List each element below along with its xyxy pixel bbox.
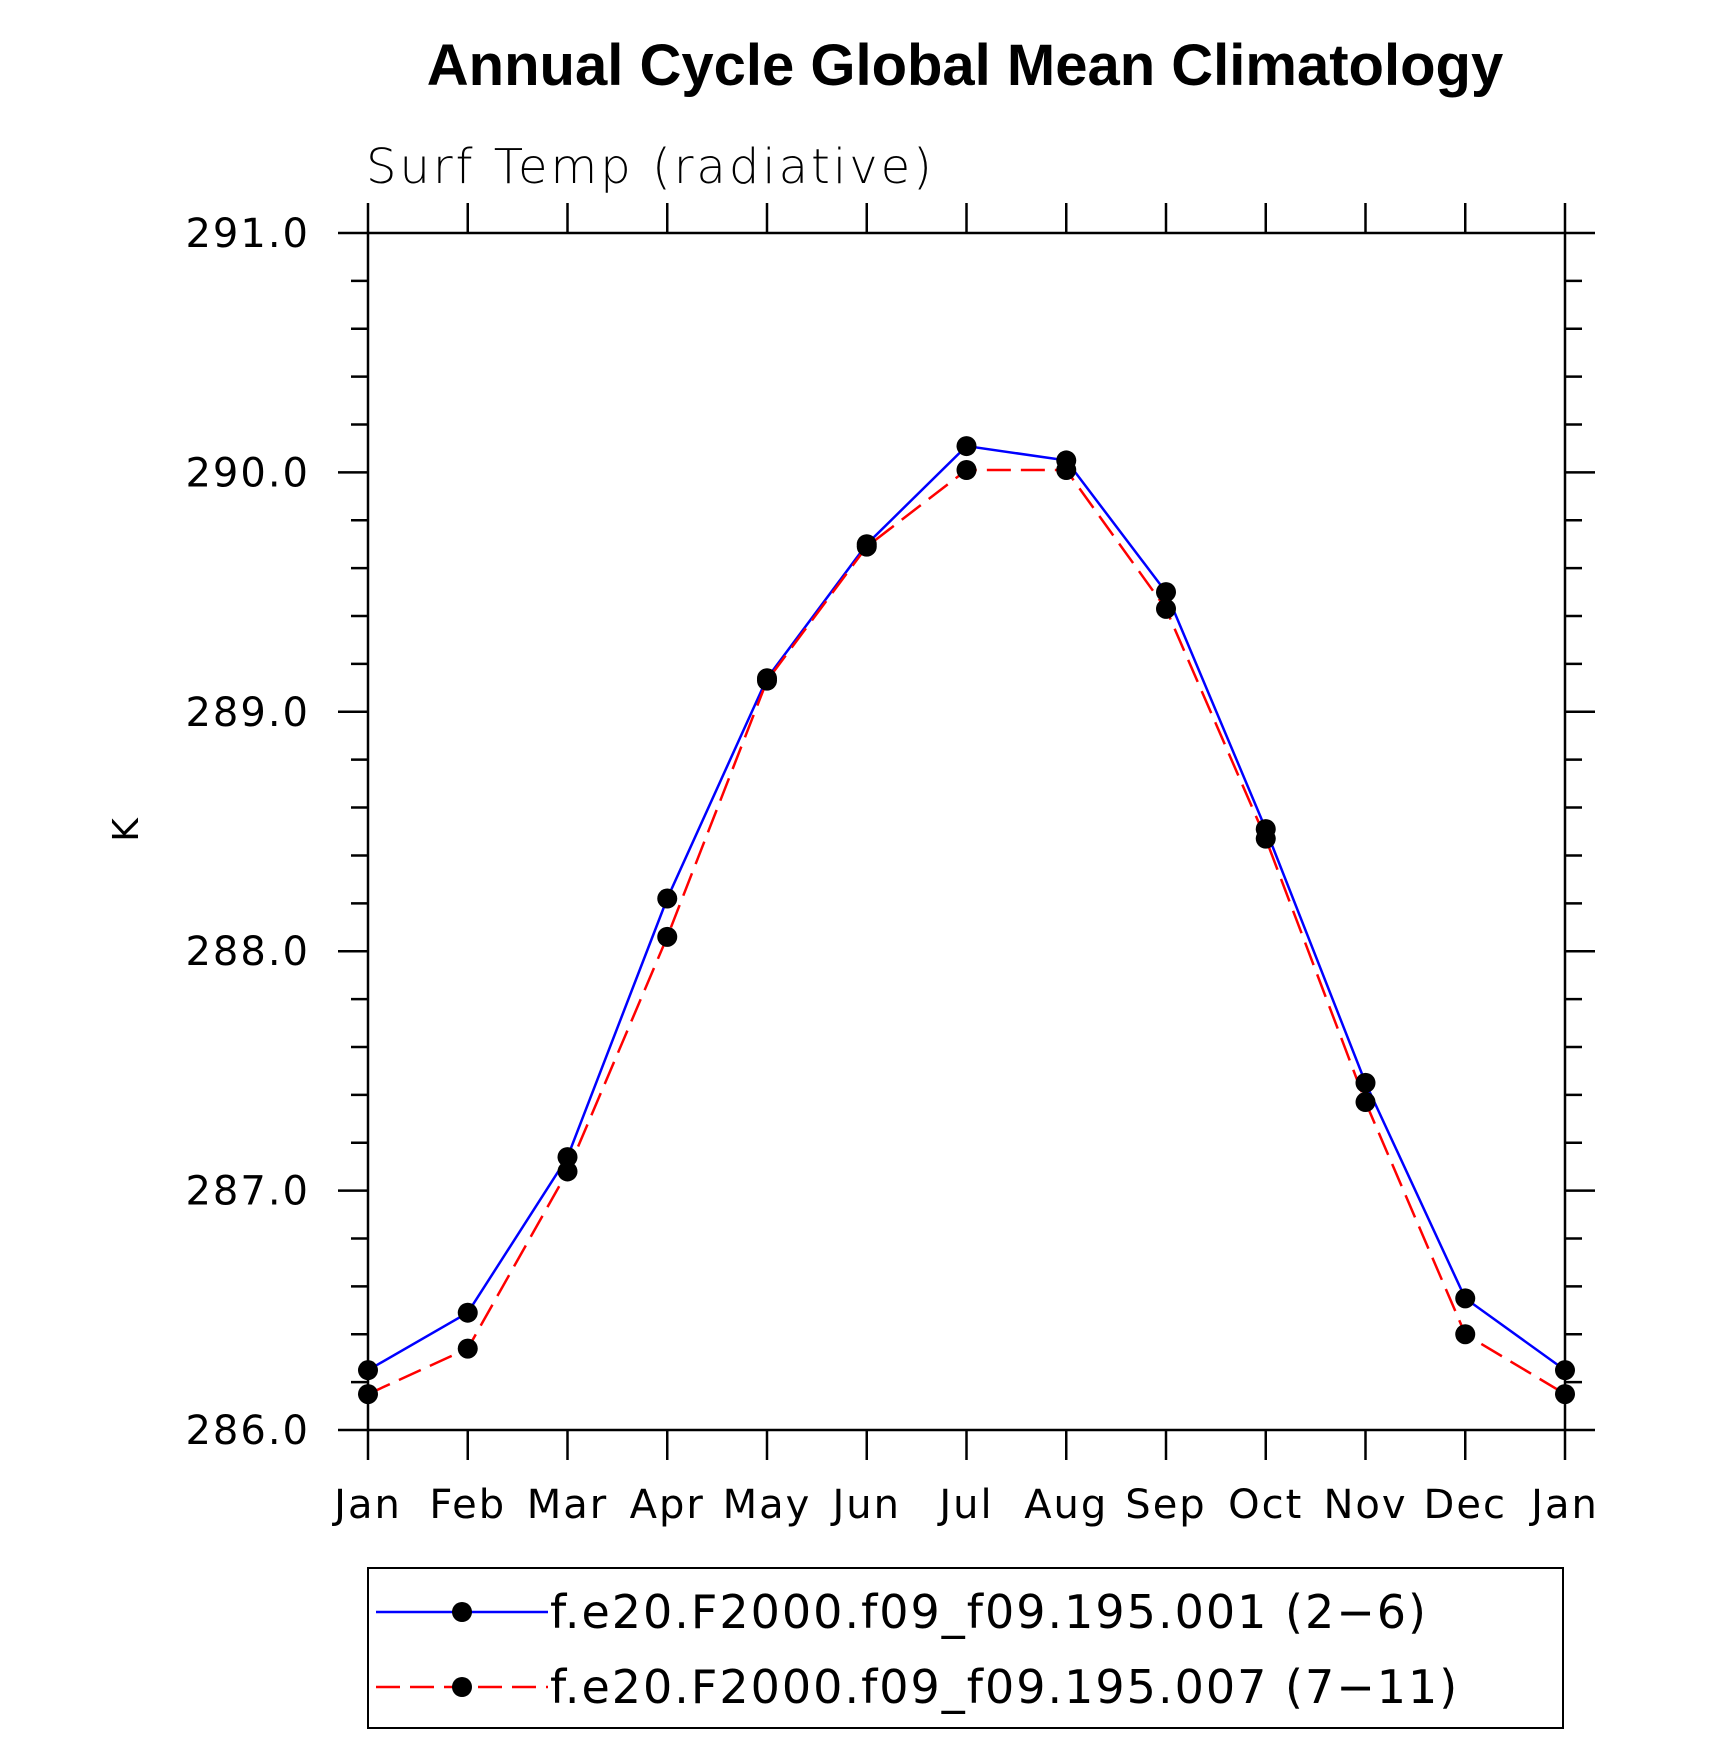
y-tick-label: 287.0 xyxy=(185,1169,310,1215)
x-tick-label: Sep xyxy=(1125,1482,1206,1528)
series-2 xyxy=(367,468,1566,1396)
data-point xyxy=(358,1360,378,1381)
series-2-markers xyxy=(358,460,1575,1405)
axes: 286.0 287.0 288.0 289.0 290.0 291.0 Jan Feb Mar A… xyxy=(185,203,1599,1528)
data-point xyxy=(757,670,777,691)
data-point xyxy=(1156,582,1176,603)
y-tick-label: 288.0 xyxy=(185,929,310,975)
x-tick-label: Jul xyxy=(936,1482,993,1528)
series-line xyxy=(367,468,1566,1396)
data-point xyxy=(956,460,977,481)
y-tick-label: 291.0 xyxy=(185,211,310,257)
data-point xyxy=(457,1338,478,1359)
x-tick-label: May xyxy=(723,1482,812,1528)
chart-subtitle: Surf Temp (radiative) xyxy=(366,139,935,195)
data-point xyxy=(457,1302,478,1323)
data-point xyxy=(1555,1384,1575,1405)
x-tick-label: Dec xyxy=(1424,1482,1507,1528)
plot-frame xyxy=(366,231,1567,1432)
legend-label-1: f.e20.F2000.f09_f09.195.001 (2−6) xyxy=(550,1585,1428,1639)
data-point xyxy=(856,536,877,557)
x-tick-label: Aug xyxy=(1024,1482,1108,1528)
x-tick-label: Oct xyxy=(1228,1482,1303,1528)
chart-title: Annual Cycle Global Mean Climatology xyxy=(427,33,1503,98)
data-point xyxy=(358,1384,378,1405)
data-point xyxy=(657,888,678,909)
data-point xyxy=(1455,1324,1476,1345)
x-tick-label: Mar xyxy=(527,1482,608,1528)
series-layer xyxy=(358,436,1575,1405)
legend-marker-2 xyxy=(452,1677,472,1697)
y-tick-label: 286.0 xyxy=(185,1408,310,1454)
legend-marker-1 xyxy=(452,1602,472,1622)
data-point xyxy=(956,436,977,457)
x-tick-label: Jan xyxy=(331,1482,402,1528)
y-axis-label: K xyxy=(106,817,147,842)
x-tick-label: Feb xyxy=(429,1482,506,1528)
data-point xyxy=(1255,828,1276,849)
data-point xyxy=(557,1147,578,1168)
data-point xyxy=(1555,1360,1575,1381)
x-tick-label: Apr xyxy=(630,1482,705,1528)
legend: f.e20.F2000.f09_f09.195.001 (2−6) f.e20.F… xyxy=(367,1567,1564,1729)
data-point xyxy=(1355,1092,1376,1113)
x-tick-label: Nov xyxy=(1323,1482,1407,1528)
series-1 xyxy=(367,444,1566,1372)
data-point xyxy=(1355,1072,1376,1093)
data-point xyxy=(1455,1288,1476,1309)
data-point xyxy=(1056,460,1077,481)
legend-box xyxy=(367,1567,1564,1729)
series-line xyxy=(367,444,1566,1372)
x-tick-label: Jan xyxy=(1528,1482,1599,1528)
data-point xyxy=(557,1161,578,1182)
data-point xyxy=(1156,598,1176,619)
y-tick-label: 290.0 xyxy=(185,450,310,496)
y-tick-label: 289.0 xyxy=(185,690,310,736)
x-tick-label: Jun xyxy=(830,1482,902,1528)
series-1-markers xyxy=(358,436,1575,1381)
legend-label-2: f.e20.F2000.f09_f09.195.007 (7−11) xyxy=(550,1660,1459,1714)
data-point xyxy=(657,926,678,947)
